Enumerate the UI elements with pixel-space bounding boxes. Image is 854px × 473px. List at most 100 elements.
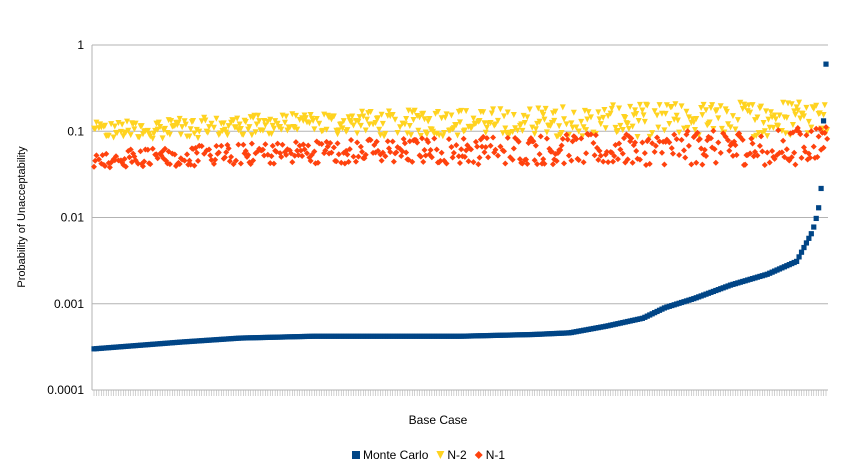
data-point [563,121,570,128]
data-point [628,135,635,142]
data-point [301,146,308,153]
data-point [497,106,504,113]
series-n-1 [91,124,831,171]
data-point [775,127,782,134]
data-point [813,125,820,132]
data-point [255,112,262,119]
data-point [191,130,198,137]
data-point [597,152,604,159]
data-point [767,109,774,116]
data-point [326,114,333,121]
data-point [815,133,822,140]
data-point [654,112,661,119]
data-point [504,134,511,141]
data-point [460,135,467,142]
data-point [674,117,681,124]
data-point [426,115,433,122]
data-point [617,122,624,129]
data-point [267,160,274,167]
data-point [344,127,351,134]
data-point [335,151,342,158]
data-point [661,127,668,134]
legend-item-n-1: N-1 [474,448,505,462]
data-point [603,148,610,155]
legend: Monte Carlo N-2 N-1 [352,448,505,462]
data-point [732,126,739,133]
data-point [240,141,247,148]
data-point [132,120,139,127]
data-point [259,146,266,153]
data-point [621,135,628,142]
data-point [481,149,488,156]
data-point [305,142,312,149]
data-point [306,120,313,127]
data-point [693,159,700,166]
data-point [800,113,807,120]
data-point [372,120,379,127]
data-point [168,118,175,125]
data-point [299,153,306,160]
data-point [485,154,492,161]
data-point [93,152,100,159]
data-point [126,154,133,161]
data-point [633,148,640,155]
data-point [252,129,259,136]
data-point [807,154,814,161]
data-point [710,127,717,134]
data-point [504,109,511,116]
data-point [762,108,769,115]
data-point [614,156,621,163]
data-point [690,119,697,126]
data-point [187,126,194,133]
data-point [765,116,772,123]
data-point [352,158,359,165]
data-point [449,154,456,161]
data-point [283,113,290,120]
data-point [611,152,618,159]
series-n-2 [91,99,831,142]
data-point [310,117,317,124]
data-point [758,103,765,110]
data-point [210,124,217,131]
data-point [645,136,652,143]
data-point [124,118,131,125]
data-point [691,127,698,134]
data-point [431,135,438,142]
data-point [149,145,156,152]
data-point [367,109,374,116]
data-point [198,118,205,125]
data-point [475,161,482,168]
data-point [537,133,544,140]
data-point [754,152,761,159]
data-point [668,145,675,152]
data-point [769,148,776,155]
data-point [357,122,364,129]
data-point [780,137,787,144]
data-point [685,142,692,149]
data-point [617,146,624,153]
data-point [392,116,399,123]
data-point [470,115,477,122]
data-point [629,159,636,166]
data-point [95,156,102,163]
data-point [490,134,497,141]
data-point [483,124,490,131]
data-point [727,124,734,131]
data-point [378,111,385,118]
data-point [313,115,320,122]
data-point [712,159,719,166]
data-point [798,154,805,161]
data-point [262,122,269,129]
data-point [359,108,366,115]
data-point [654,134,661,141]
data-point [122,163,129,170]
data-point [584,116,591,123]
data-point [587,114,594,121]
data-point [747,109,754,116]
data-point [559,135,566,142]
data-point [155,119,162,126]
data-point [322,147,329,154]
data-point [362,127,369,134]
data-point [523,156,530,163]
data-point [417,132,424,139]
